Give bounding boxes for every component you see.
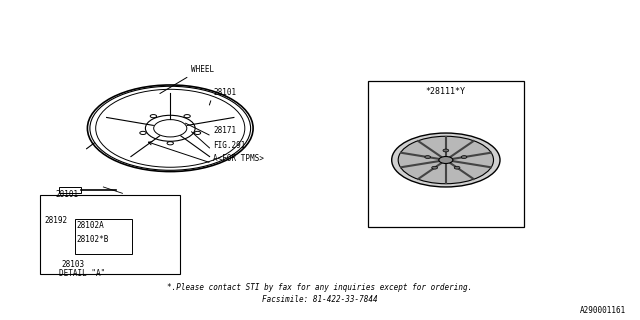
Text: WHEEL: WHEEL [191, 65, 214, 74]
Ellipse shape [425, 156, 431, 158]
Ellipse shape [454, 166, 460, 169]
Text: *28111*Y: *28111*Y [426, 87, 466, 96]
Ellipse shape [398, 136, 493, 184]
Text: 28103: 28103 [62, 260, 85, 269]
Text: 28102A: 28102A [77, 221, 104, 230]
Bar [59, 187, 81, 193]
Text: 28102*B: 28102*B [77, 235, 109, 244]
Text: 28101: 28101 [213, 88, 236, 97]
Text: A290001161: A290001161 [580, 307, 626, 316]
Text: 28101: 28101 [56, 190, 79, 199]
Ellipse shape [443, 149, 449, 152]
Ellipse shape [461, 156, 467, 158]
Ellipse shape [392, 133, 500, 187]
Bar [40, 195, 180, 274]
Text: Facsimile: 81-422-33-7844: Facsimile: 81-422-33-7844 [262, 295, 378, 304]
Text: A<FOR TPMS>: A<FOR TPMS> [213, 154, 264, 163]
Text: FIG.291: FIG.291 [213, 140, 245, 149]
Text: *.Please contact STI by fax for any inquiries except for ordering.: *.Please contact STI by fax for any inqu… [168, 283, 472, 292]
Bar [75, 219, 132, 253]
Text: 28171: 28171 [213, 126, 236, 135]
Ellipse shape [432, 166, 438, 169]
Bar [368, 81, 524, 227]
Text: DETAIL "A": DETAIL "A" [59, 269, 105, 278]
Ellipse shape [439, 156, 453, 164]
Text: 28192: 28192 [44, 215, 67, 225]
